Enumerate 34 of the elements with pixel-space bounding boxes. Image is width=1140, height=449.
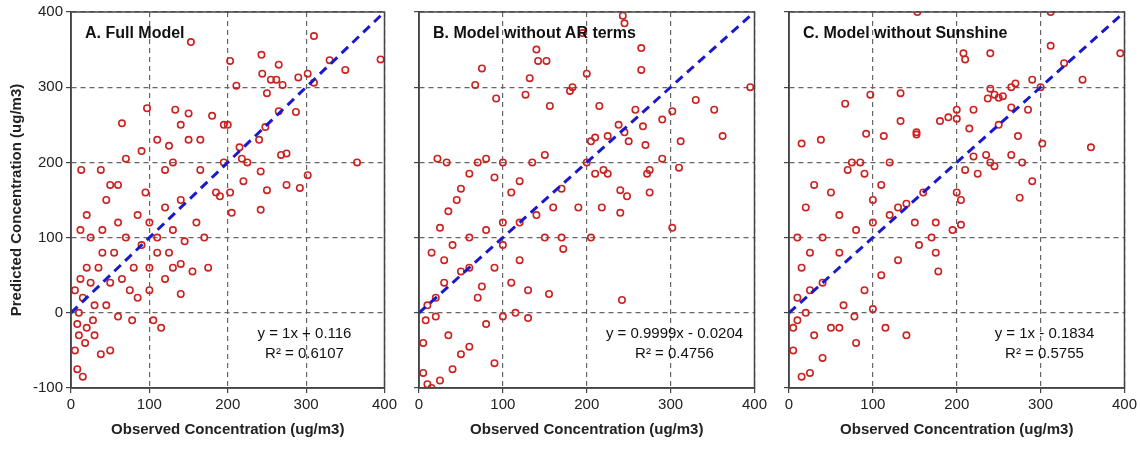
x-tick-label: 300 — [293, 395, 319, 413]
text: C. Model without Sunshine — [803, 24, 1008, 42]
x-tick-label: 200 — [574, 395, 600, 413]
text: A. Full Model — [85, 24, 185, 42]
x-tick-label: 100 — [490, 395, 516, 413]
y-tick-label: 300 — [37, 77, 64, 95]
x-tick-label: 100 — [136, 395, 162, 413]
annotation: y = 0.9999x - 0.0204 — [605, 324, 744, 342]
annotation: R² = 0.6107 — [265, 344, 344, 362]
x-tick-label: 0 — [66, 395, 76, 413]
x-tick-label: 0 — [414, 395, 424, 413]
x-tick-label: 400 — [371, 395, 397, 413]
x-tick-label: 400 — [1111, 395, 1137, 413]
annotation: y = 1x - 0.1834 — [994, 324, 1095, 342]
x-tick-label: 300 — [1028, 395, 1054, 413]
x-axis-title: Observed Concentration (ug/m3) — [470, 420, 704, 438]
annotation: y = 1x + 0.116 — [257, 324, 352, 342]
x-axis-title: Observed Concentration (ug/m3) — [111, 420, 345, 438]
y-tick-label: 400 — [37, 2, 64, 20]
x-tick-label: 0 — [784, 395, 794, 413]
text: B. Model without AR terms — [433, 24, 637, 42]
x-tick-label: 400 — [741, 395, 767, 413]
y-tick-label: 100 — [37, 227, 64, 245]
x-tick-label: 100 — [860, 395, 886, 413]
y-tick-label: -100 — [32, 378, 64, 396]
x-tick-label: 200 — [944, 395, 970, 413]
y-tick-label: 200 — [37, 152, 64, 170]
x-axis-title: Observed Concentration (ug/m3) — [840, 420, 1074, 438]
y-tick-label: 0 — [54, 302, 64, 320]
y-axis-title: Predicted Concentration (ug/m3) — [7, 83, 25, 317]
annotation: R² = 0.5755 — [1005, 344, 1084, 362]
x-tick-label: 200 — [215, 395, 241, 413]
x-tick-label: 300 — [658, 395, 684, 413]
annotation: R² = 0.4756 — [635, 344, 714, 362]
